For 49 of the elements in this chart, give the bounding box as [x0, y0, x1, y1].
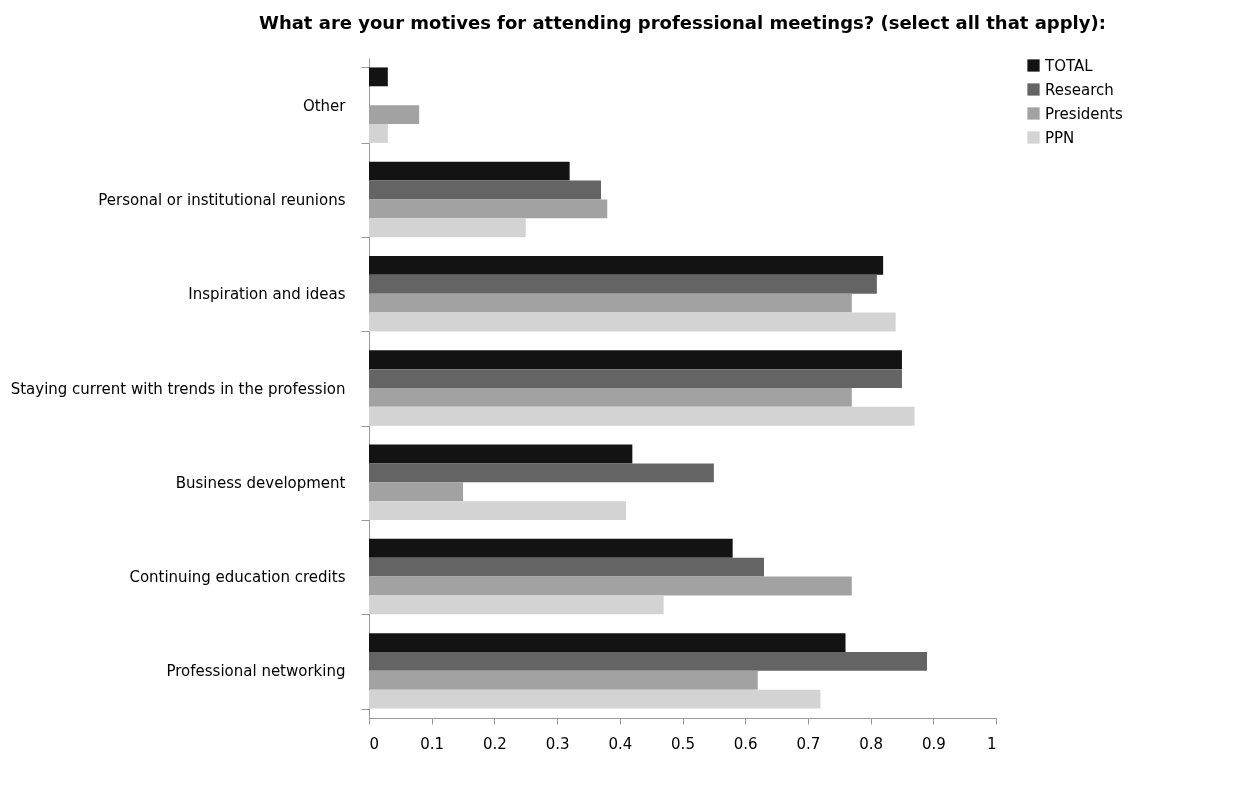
- bar: [369, 67, 388, 87]
- x-tick-label: 0.3: [545, 734, 570, 753]
- chart-title: What are your motives for attending professional meetings? (select all that apply):: [259, 12, 1106, 33]
- y-tick-label: Staying current with trends in the profession: [10, 379, 346, 398]
- bar: [369, 633, 846, 652]
- x-tick-label: 0.6: [733, 734, 758, 753]
- bar: [369, 652, 928, 671]
- bar: [369, 463, 714, 483]
- y-tick-label: Personal or institutional reunions: [98, 190, 346, 209]
- bar: [369, 388, 852, 407]
- x-tick-label: 0: [369, 734, 380, 753]
- legend-label: PPN: [1045, 128, 1075, 147]
- legend-label: Research: [1045, 80, 1114, 99]
- bar: [369, 256, 884, 275]
- x-tick-label: 0.7: [796, 734, 821, 753]
- bar: [369, 576, 852, 596]
- bar: [369, 557, 765, 577]
- bar: [369, 293, 852, 313]
- y-tick-label: Inspiration and ideas: [188, 285, 346, 304]
- bar: [369, 444, 633, 464]
- bar: [369, 350, 902, 370]
- x-tick-label: 0.9: [921, 734, 946, 753]
- legend-label: Presidents: [1045, 104, 1123, 123]
- bar: [369, 595, 664, 615]
- x-tick-label: 1: [986, 734, 997, 753]
- legend-label: TOTAL: [1044, 56, 1094, 75]
- x-tick-label: 0.4: [608, 734, 633, 753]
- bar: [369, 538, 733, 558]
- bar: [369, 369, 902, 388]
- bar: [369, 406, 915, 426]
- bar: [369, 312, 896, 332]
- x-tick-label: 0.2: [482, 734, 507, 753]
- bar: [369, 218, 526, 238]
- bar: [369, 689, 821, 709]
- y-tick-label: Business development: [175, 473, 346, 492]
- bar: [369, 199, 608, 219]
- bar: [369, 161, 570, 181]
- y-tick-label: Other: [302, 96, 347, 115]
- bar: [369, 670, 758, 690]
- y-tick-label: Continuing education credits: [129, 568, 346, 587]
- bar: [369, 124, 388, 143]
- bar: [369, 501, 627, 520]
- x-tick-label: 0.1: [420, 734, 445, 753]
- bar: [369, 274, 877, 294]
- bar: [369, 482, 464, 502]
- bar: [369, 180, 601, 200]
- x-tick-label: 0.5: [671, 734, 695, 753]
- y-tick-label: Professional networking: [166, 662, 346, 681]
- x-tick-label: 0.8: [859, 734, 884, 753]
